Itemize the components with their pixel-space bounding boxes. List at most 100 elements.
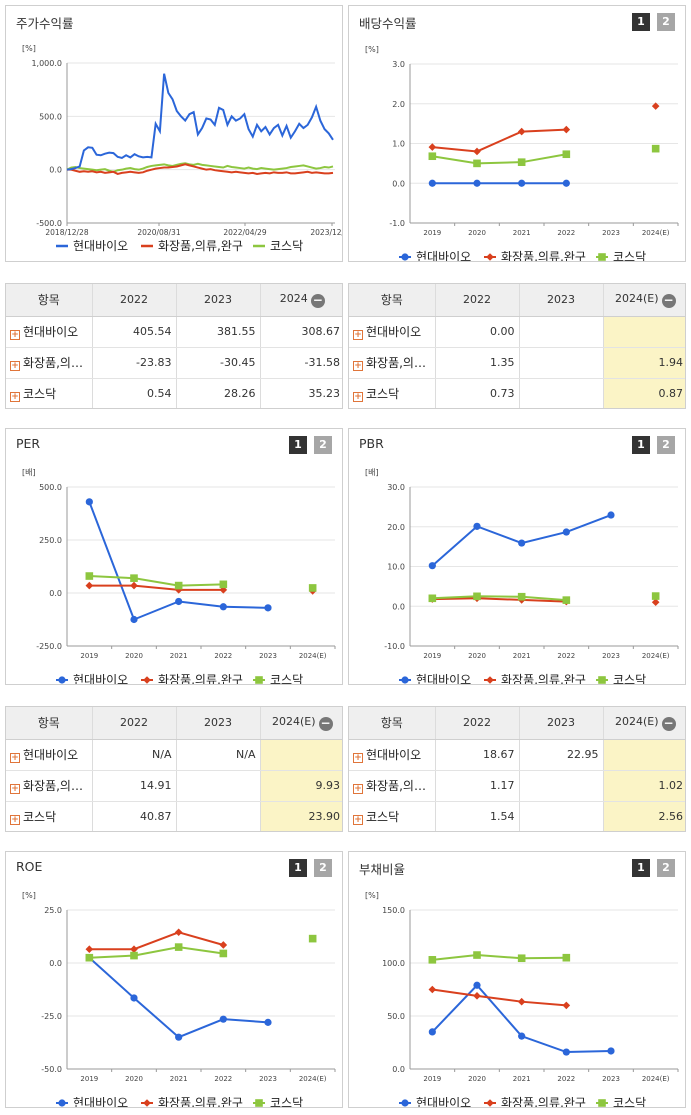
legend-label-cosmetics: 화장품,의류,완구 xyxy=(501,250,586,262)
value-cell xyxy=(175,801,260,831)
collapse-icon[interactable]: − xyxy=(661,715,676,731)
data-point-kosdaq xyxy=(85,953,94,962)
expand-plus-icon[interactable]: + xyxy=(353,815,363,825)
collapse-icon[interactable]: − xyxy=(661,292,676,308)
row-label-cell[interactable]: + 화장품,의… xyxy=(6,770,92,802)
header-item: 항목 xyxy=(6,707,92,740)
view-2-button[interactable]: 2 xyxy=(314,436,332,454)
expand-plus-icon[interactable]: + xyxy=(10,392,20,402)
row-label-cell[interactable]: + 현대바이오 xyxy=(349,316,435,348)
row-label: 코스닥 xyxy=(366,387,400,401)
per-chart: [배]500.0 250.0 0.0 -250.0 2019 2020 2021 2022 20… xyxy=(22,468,336,684)
row-label-cell[interactable]: + 현대바이오 xyxy=(6,316,92,348)
data-point-kosdaq xyxy=(130,574,138,582)
series-line-cosmetics xyxy=(432,597,567,603)
header-year: 2023 xyxy=(175,707,260,740)
x-tick-label: 2024(E) xyxy=(642,652,670,660)
data-point-hyundai xyxy=(562,179,570,187)
series-line-kosdaq xyxy=(89,575,224,587)
row-label-cell[interactable]: + 현대바이오 xyxy=(6,739,92,771)
table-row: + 현대바이오 405.54 381.55 308.67 xyxy=(6,316,342,348)
pbr-title: PBR xyxy=(359,436,384,451)
header-label: 2022 xyxy=(463,716,491,730)
y-tick-label: 30.0 xyxy=(387,483,405,492)
y-tick-label: 500.0 xyxy=(39,112,62,121)
stock-return-table: 항목 2022 2023 2024− + 현대바이오 405.54 381.55 308.67 +… xyxy=(6,284,342,408)
x-tick-label: 2019 xyxy=(423,652,441,660)
header-label: 2024(E) xyxy=(614,291,659,305)
expand-plus-icon[interactable]: + xyxy=(10,361,20,371)
value-cell xyxy=(518,770,603,802)
view-1-button[interactable]: 1 xyxy=(632,436,650,454)
row-label: 화장품,의… xyxy=(23,779,83,793)
data-point-hyundai xyxy=(428,1028,436,1036)
data-point-hyundai xyxy=(175,597,183,606)
legend-marker-kosdaq xyxy=(255,1099,263,1107)
view-2-button[interactable]: 2 xyxy=(657,859,675,877)
view-1-button[interactable]: 1 xyxy=(632,13,650,31)
row-label-cell[interactable]: + 화장품,의… xyxy=(349,770,435,802)
expand-plus-icon[interactable]: + xyxy=(353,753,363,763)
expand-plus-icon[interactable]: + xyxy=(10,330,20,340)
expand-plus-icon[interactable]: + xyxy=(10,784,20,794)
legend-label-hyundai: 현대바이오 xyxy=(416,673,471,685)
expand-plus-icon[interactable]: + xyxy=(353,361,363,371)
row-label: 화장품,의… xyxy=(366,779,426,793)
x-tick-label: 2024(E) xyxy=(299,1075,327,1083)
data-point-cosmetics xyxy=(651,598,660,606)
row-label-cell[interactable]: + 코스닥 xyxy=(6,801,92,831)
header-label: 2023 xyxy=(547,293,575,307)
expand-plus-icon[interactable]: + xyxy=(10,753,20,763)
row-label-cell[interactable]: + 현대바이오 xyxy=(349,739,435,771)
view-2-button[interactable]: 2 xyxy=(657,436,675,454)
legend-label-kosdaq: 코스닥 xyxy=(613,1096,646,1108)
data-point-hyundai xyxy=(130,994,138,1002)
view-1-button[interactable]: 1 xyxy=(289,436,307,454)
y-tick-label: 1.0 xyxy=(392,140,405,149)
value-cell: N/A xyxy=(91,739,176,771)
view-2-button[interactable]: 2 xyxy=(657,13,675,31)
collapse-icon[interactable]: − xyxy=(318,715,333,731)
row-label-cell[interactable]: + 코스닥 xyxy=(349,378,435,408)
row-label: 화장품,의… xyxy=(366,356,426,370)
dividend-title: 배당수익률 xyxy=(359,16,417,31)
value-cell: N/A xyxy=(175,739,260,771)
header-label: 2023 xyxy=(547,716,575,730)
expand-plus-icon[interactable]: + xyxy=(10,815,20,825)
x-tick-label: 2024(E) xyxy=(642,229,670,237)
expand-plus-icon[interactable]: + xyxy=(353,392,363,402)
data-point-kosdaq xyxy=(428,152,437,161)
x-tick-label: 2022 xyxy=(557,652,575,660)
value-cell: 22.95 xyxy=(518,739,603,771)
header-item: 항목 xyxy=(349,284,435,317)
row-label: 현대바이오 xyxy=(23,748,79,762)
expand-plus-icon[interactable]: + xyxy=(353,330,363,340)
x-tick-label: 2021 xyxy=(170,652,188,660)
table-row: + 코스닥 0.73 0.87 xyxy=(349,378,685,408)
roe-panel: ROE 1 2 [%] 25.0 0.0 -25.0 -50.0 2019 2020 2021… xyxy=(5,851,343,1108)
header-year: 2024(E) − xyxy=(259,707,342,740)
header-year: 2024(E) − xyxy=(602,284,685,317)
data-point-kosdaq xyxy=(517,954,526,963)
view-1-button[interactable]: 1 xyxy=(632,859,650,877)
data-point-hyundai xyxy=(562,1048,570,1056)
collapse-icon[interactable]: − xyxy=(310,292,325,308)
row-label-cell[interactable]: + 코스닥 xyxy=(6,378,92,408)
dividend-panel: 배당수익률 1 2 [%] 3.0 2.0 1.0 0.0 -1.0 2019 2020 202… xyxy=(348,5,686,262)
row-label-cell[interactable]: + 화장품,의… xyxy=(6,347,92,379)
expand-plus-icon[interactable]: + xyxy=(353,784,363,794)
stock-return-table-panel: 항목 2022 2023 2024− + 현대바이오 405.54 381.55 308.67 +… xyxy=(5,283,343,409)
row-label-cell[interactable]: + 화장품,의… xyxy=(349,347,435,379)
y-tick-label: 0.0 xyxy=(49,166,62,175)
value-cell: -23.83 xyxy=(91,347,176,379)
x-tick-label: 2022 xyxy=(214,1075,232,1083)
table-row: + 코스닥 0.54 28.26 35.23 xyxy=(6,378,342,408)
value-cell xyxy=(518,316,603,348)
y-axis-unit: [%] xyxy=(22,891,36,900)
data-point-kosdaq xyxy=(473,592,481,601)
view-1-button[interactable]: 1 xyxy=(289,859,307,877)
row-label-cell[interactable]: + 코스닥 xyxy=(349,801,435,831)
view-2-button[interactable]: 2 xyxy=(314,859,332,877)
y-tick-label: 2.0 xyxy=(392,100,405,109)
value-cell: -30.45 xyxy=(175,347,260,379)
